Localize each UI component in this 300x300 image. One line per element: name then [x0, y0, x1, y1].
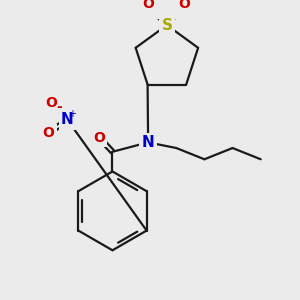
Text: S: S: [161, 18, 172, 33]
Text: -: -: [56, 100, 62, 114]
Text: O: O: [93, 131, 105, 145]
Text: O: O: [43, 126, 55, 140]
Text: O: O: [142, 0, 154, 11]
Text: N: N: [61, 112, 74, 128]
Text: +: +: [68, 109, 76, 119]
Text: N: N: [142, 135, 154, 150]
Text: O: O: [178, 0, 190, 11]
Text: O: O: [46, 96, 57, 110]
